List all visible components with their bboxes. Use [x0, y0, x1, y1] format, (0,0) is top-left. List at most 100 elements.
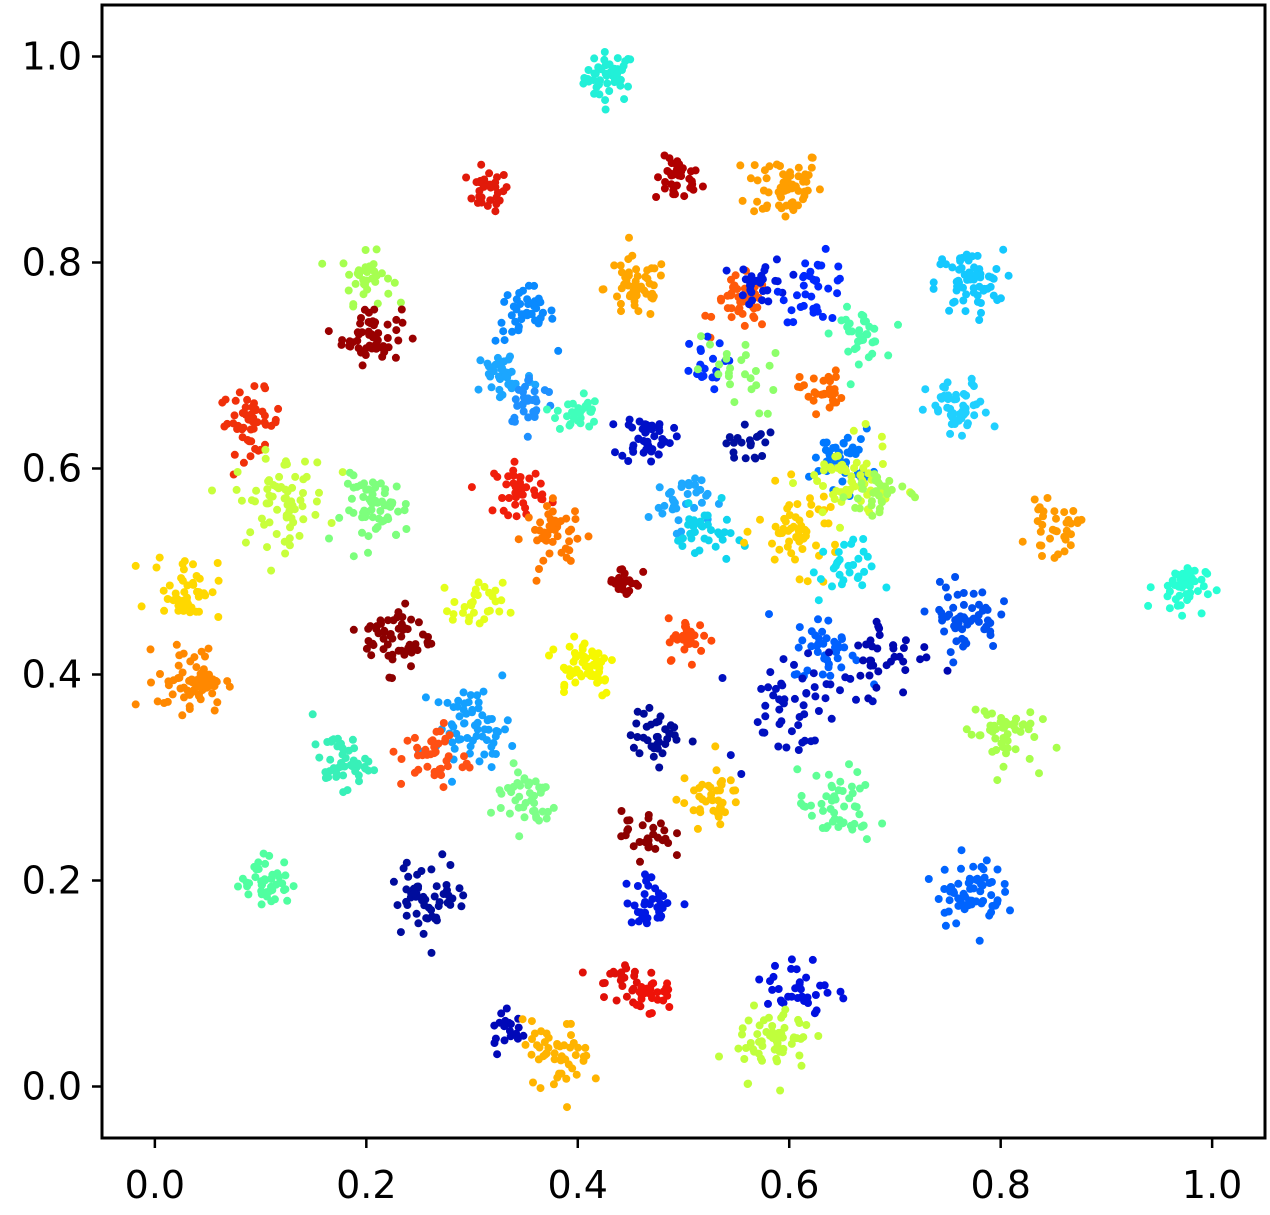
scatter-point: [537, 1027, 546, 1036]
scatter-point: [798, 738, 807, 747]
scatter-point: [571, 507, 579, 516]
scatter-point: [652, 193, 661, 201]
scatter-point: [260, 411, 269, 420]
scatter-point: [1146, 583, 1155, 592]
scatter-point: [689, 185, 698, 194]
scatter-point: [371, 483, 380, 492]
scatter-point: [566, 666, 575, 675]
scatter-point: [722, 439, 731, 448]
scatter-point: [697, 332, 705, 341]
scatter-point: [954, 901, 963, 910]
scatter-point: [771, 476, 780, 485]
scatter-point: [874, 622, 883, 631]
scatter-point: [924, 875, 933, 883]
scatter-point: [565, 642, 574, 651]
scatter-point: [511, 395, 520, 404]
scatter-point: [746, 174, 755, 183]
scatter-point: [502, 1004, 511, 1013]
scatter-point: [1165, 587, 1174, 596]
scatter-point: [723, 304, 732, 313]
scatter-point: [630, 901, 639, 910]
scatter-point: [377, 269, 386, 278]
scatter-point: [736, 161, 745, 170]
scatter-point: [961, 408, 970, 417]
scatter-point: [584, 66, 593, 74]
scatter-point: [738, 291, 747, 300]
scatter-point: [726, 364, 735, 373]
scatter-point: [812, 541, 820, 550]
scatter-point: [548, 494, 557, 503]
scatter-point: [741, 351, 750, 360]
scatter-point: [775, 695, 784, 704]
scatter-point: [636, 857, 644, 866]
scatter-point: [275, 878, 284, 887]
scatter-point: [642, 289, 651, 298]
scatter-point: [590, 54, 599, 63]
scatter-point: [740, 538, 748, 547]
scatter-point: [475, 757, 484, 766]
scatter-point: [773, 277, 782, 286]
scatter-point: [636, 908, 645, 917]
scatter-point: [469, 608, 478, 617]
scatter-point: [1036, 527, 1045, 536]
scatter-point: [484, 362, 493, 371]
scatter-point: [542, 536, 551, 545]
scatter-point: [267, 897, 276, 906]
scatter-point: [413, 882, 421, 891]
scatter-point: [612, 76, 621, 85]
scatter-point: [831, 366, 840, 375]
scatter-point: [656, 271, 665, 280]
scatter-point: [803, 666, 812, 675]
scatter-point: [414, 765, 423, 774]
scatter-point: [280, 858, 289, 867]
scatter-point: [733, 434, 742, 442]
scatter-point: [726, 380, 734, 389]
scatter-point: [389, 877, 398, 886]
scatter-point: [667, 180, 676, 189]
scatter-point: [864, 469, 873, 478]
scatter-point: [613, 70, 622, 79]
scatter-point: [410, 889, 419, 897]
scatter-point: [787, 306, 796, 315]
scatter-point: [723, 291, 732, 300]
scatter-point: [565, 421, 574, 430]
scatter-point: [824, 616, 833, 625]
scatter-point: [940, 908, 949, 917]
scatter-point: [492, 727, 501, 735]
scatter-point: [446, 861, 455, 869]
scatter-point: [430, 767, 439, 776]
scatter-point: [1165, 604, 1174, 613]
scatter-point: [715, 1052, 723, 1061]
scatter-point: [729, 448, 738, 457]
scatter-point: [512, 305, 521, 314]
scatter-point: [208, 588, 217, 597]
scatter-point: [686, 636, 695, 645]
scatter-point: [774, 742, 783, 751]
scatter-point: [697, 522, 706, 531]
scatter-point: [688, 737, 697, 746]
scatter-point: [822, 680, 831, 689]
scatter-point: [764, 683, 773, 692]
scatter-point: [969, 862, 978, 871]
scatter-point: [1034, 505, 1043, 514]
scatter-point: [852, 343, 861, 352]
scatter-point: [697, 373, 706, 381]
scatter-point: [948, 263, 957, 272]
scatter-point: [826, 805, 835, 813]
scatter-point: [971, 875, 980, 884]
scatter-point: [545, 549, 554, 558]
scatter-point: [814, 707, 823, 715]
scatter-point: [512, 1029, 521, 1038]
scatter-point: [1069, 507, 1078, 515]
scatter-point: [254, 446, 263, 455]
scatter-point: [1038, 715, 1047, 724]
scatter-point: [831, 373, 840, 381]
scatter-point: [491, 750, 500, 758]
scatter-point: [495, 393, 504, 402]
scatter-point: [491, 360, 500, 369]
x-tick-label: 0.4: [548, 1163, 608, 1207]
scatter-point: [247, 410, 256, 419]
scatter-point: [245, 879, 254, 888]
scatter-point: [639, 733, 648, 742]
scatter-point: [672, 851, 681, 860]
